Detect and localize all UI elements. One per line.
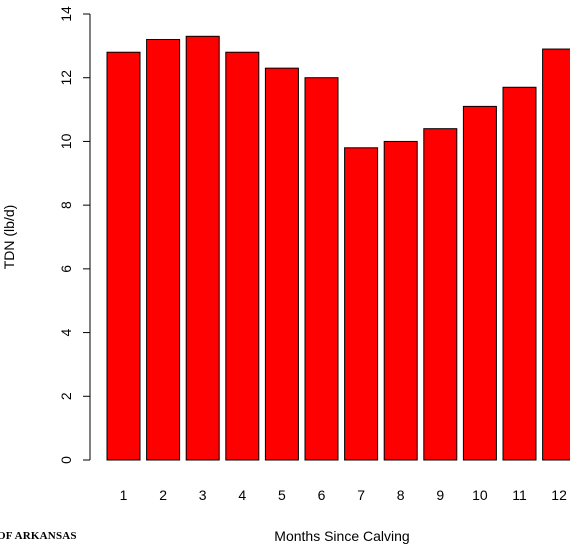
y-tick-label: 0 [58,456,74,464]
x-tick-label: 9 [436,487,444,503]
x-tick-label: 4 [238,487,246,503]
x-tick-label: 1 [120,487,128,503]
university-logo-text: OF ARKANSAS [0,530,77,542]
y-tick-label: 4 [58,328,74,336]
bar-month-1 [106,51,141,461]
bar-month-11 [502,86,537,461]
x-tick-label: 5 [278,487,286,503]
bar-month-6 [304,77,339,461]
y-tick-label: 14 [58,6,74,22]
bar-month-12 [542,48,570,461]
y-axis: 0 2 4 6 8 10 12 14 [58,6,91,464]
x-tick-label: 8 [397,487,405,503]
y-tick-label: 6 [58,265,74,273]
y-tick-label: 12 [58,70,74,86]
y-tick-label: 2 [58,392,74,400]
bar-month-3 [185,35,220,461]
y-axis-title: TDN (lb/d) [1,205,17,270]
x-tick-label: 7 [357,487,365,503]
x-tick-label: 11 [512,487,527,503]
x-tick-label: 2 [159,487,167,503]
bar-month-5 [264,67,299,461]
x-tick-label: 10 [472,487,488,503]
x-tick-label: 3 [199,487,207,503]
x-tick-label: 12 [551,487,567,503]
y-tick-label: 8 [58,201,74,209]
bars [106,35,570,461]
x-axis-title: Months Since Calving [274,528,409,544]
bar-month-7 [344,147,379,461]
bar-month-8 [383,140,418,461]
bar-month-2 [146,38,181,461]
x-tick-labels: 1 2 3 4 5 6 7 8 9 10 11 12 [120,487,567,503]
bar-month-9 [423,128,458,461]
y-tick-label: 10 [58,133,74,149]
bar-month-10 [462,105,497,461]
bar-month-4 [225,51,260,461]
x-tick-label: 6 [318,487,326,503]
